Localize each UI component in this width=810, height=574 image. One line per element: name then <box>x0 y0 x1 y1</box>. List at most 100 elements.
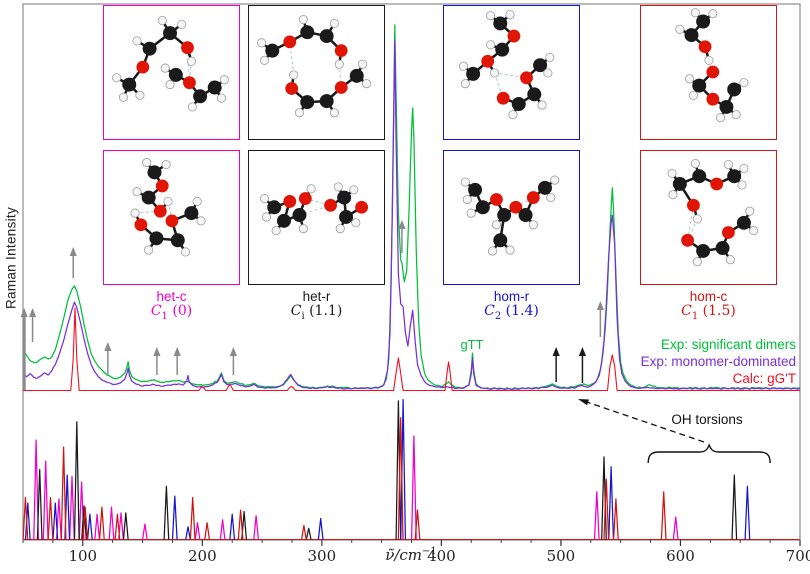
hydrogen-atom <box>546 193 556 203</box>
stick-peak <box>141 523 148 540</box>
carbon-atom <box>349 68 364 83</box>
hydrogen-atom <box>187 102 197 112</box>
spectrum-trace <box>22 39 801 391</box>
hydrogen-atom <box>545 52 555 62</box>
carbon-atom <box>696 14 711 29</box>
carbon-atom <box>497 208 512 223</box>
x-tick-label: 700 <box>786 547 810 565</box>
carbon-atom <box>736 215 751 230</box>
hydrogen-atom <box>294 108 305 118</box>
hydrogen-atom <box>329 18 339 29</box>
stick-peak <box>69 475 75 540</box>
carbon-atom <box>276 213 291 228</box>
hydrogen-atom <box>161 159 171 170</box>
stick-peak <box>122 512 129 540</box>
oxygen-atom <box>136 60 150 74</box>
y-axis-label: Raman Intensity <box>3 206 19 310</box>
x-tick-label: 200 <box>188 547 217 565</box>
oxygen-atom <box>283 195 297 208</box>
hydrogen-atom <box>725 255 735 265</box>
oh-torsions-label: OH torsions <box>671 412 743 427</box>
hydrogen-atom <box>257 38 267 48</box>
stick-peak <box>52 502 59 540</box>
carbon-atom <box>537 180 552 195</box>
carbon-atom <box>168 67 183 82</box>
carbon-atom <box>337 190 352 205</box>
hydrogen-atom <box>491 220 501 230</box>
carbon-atom <box>719 99 734 114</box>
oxygen-atom <box>706 92 720 106</box>
hydrogen-atom <box>731 110 741 120</box>
hydrogen-atom <box>550 175 560 185</box>
hydrogen-atom <box>716 113 726 123</box>
gray-up-arrow <box>104 342 112 375</box>
stick-peak <box>42 460 49 540</box>
hydrogen-atom <box>261 212 272 222</box>
stick-peak <box>660 491 667 540</box>
stick-peak <box>163 485 170 540</box>
carbon-atom <box>122 77 137 92</box>
oxygen-atom <box>698 40 712 54</box>
carbon-atom <box>692 169 707 184</box>
gray-up-arrow <box>398 220 406 253</box>
carbon-atom <box>300 25 315 40</box>
hydrogen-atom <box>329 108 339 118</box>
stick-peak <box>86 513 93 540</box>
stick-peak <box>24 502 31 540</box>
oh-torsions-brace <box>647 443 771 464</box>
hydrogen-atom <box>745 206 755 216</box>
stick-peak <box>194 522 201 540</box>
hydrogen-atom <box>537 100 547 110</box>
gray-up-arrow <box>596 301 604 337</box>
carbon-atom <box>300 95 315 110</box>
carbon-atom <box>468 182 483 197</box>
oxygen-atom <box>520 71 533 85</box>
oxygen-atom <box>710 177 724 191</box>
stick-peak <box>395 400 402 540</box>
inset-box-het-r-a <box>248 5 385 140</box>
hydrogen-atom <box>186 56 196 66</box>
conformer-name: hom-c <box>689 289 728 304</box>
gray-up-arrow-head <box>229 347 237 356</box>
stick-peak <box>22 496 29 540</box>
hydrogen-atom <box>306 184 316 194</box>
carbon-atom <box>292 208 307 223</box>
stick-peak <box>94 513 101 540</box>
stick-peak <box>300 524 307 540</box>
x-tick-label: 600 <box>666 547 695 565</box>
dashed-arrow-head <box>578 399 589 406</box>
hydrogen-atom <box>259 193 270 204</box>
carbon-atom <box>142 41 157 56</box>
hydrogen-atom <box>142 158 152 168</box>
stick-peak <box>397 417 404 540</box>
hydrogen-atom <box>675 24 685 34</box>
carbon-atom <box>684 28 699 43</box>
hydrogen-atom <box>196 216 206 226</box>
carbon-atom <box>518 208 533 223</box>
stick-peak <box>189 496 196 540</box>
stick-peak <box>317 517 324 540</box>
oxygen-atom <box>134 218 148 232</box>
inset-box-het-c-b <box>103 150 240 285</box>
stick-peak <box>229 513 236 540</box>
hydrogen-atom <box>130 208 140 218</box>
hydrogen-atom <box>688 90 698 100</box>
x-axis-ticks: 100 200 300 400 500 600 700 <box>22 540 810 565</box>
hydrogen-atom <box>118 92 128 102</box>
oxygen-atom <box>155 179 169 193</box>
stick-peak <box>47 496 54 540</box>
hydrogen-atom <box>505 10 515 20</box>
stick-spectrum <box>36 400 738 540</box>
stick-peak <box>73 421 80 540</box>
legend-exp-significant-dimers: Exp: significant dimers <box>660 337 796 352</box>
carbon-atom <box>692 78 707 93</box>
stick-peak <box>414 509 421 540</box>
stick-peak <box>219 519 226 540</box>
hydrogen-atom <box>349 185 359 195</box>
stick-peak <box>744 485 751 540</box>
carbon-atom <box>267 200 282 215</box>
black-up-arrow-head <box>552 347 560 356</box>
symmetry-and-energy: Ci (1.1) <box>290 303 343 322</box>
carbon-atom <box>495 42 510 57</box>
inset-box-het-r-b <box>248 150 385 285</box>
